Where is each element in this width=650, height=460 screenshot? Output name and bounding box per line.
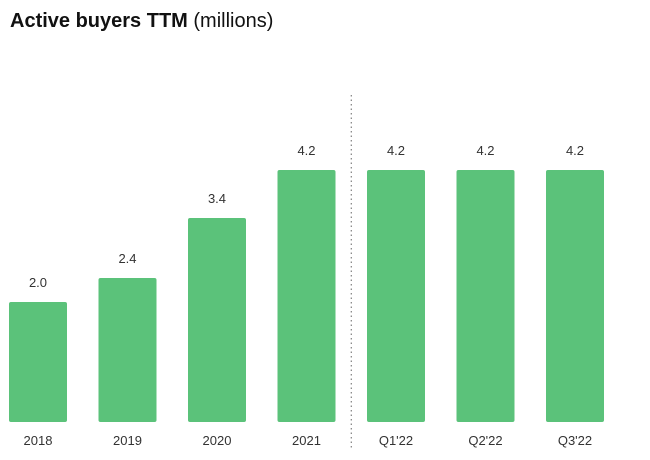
bar-2020 [188, 218, 246, 422]
chart-title-unit: (millions) [193, 10, 274, 32]
x-tick-label-2019: 2019 [113, 433, 142, 448]
x-tick-label-2018: 2018 [24, 433, 53, 448]
x-tick-label-Q2'22: Q2'22 [468, 433, 502, 448]
x-tick-label-2020: 2020 [203, 433, 232, 448]
data-label-Q2'22: 4.2 [476, 143, 494, 158]
x-tick-label-Q3'22: Q3'22 [558, 433, 592, 448]
chart-title: Active buyers TTM (millions) [10, 10, 273, 33]
data-label-Q3'22: 4.2 [566, 143, 584, 158]
bar-Q2'22 [456, 170, 515, 422]
bar-Q1'22 [367, 170, 425, 422]
chart-title-main: Active buyers TTM [10, 10, 188, 32]
x-tick-label-2021: 2021 [292, 433, 321, 448]
data-label-2021: 4.2 [297, 143, 315, 158]
data-label-2019: 2.4 [118, 251, 136, 266]
bar-2019 [98, 278, 157, 422]
x-tick-label-Q1'22: Q1'22 [379, 433, 413, 448]
data-label-2018: 2.0 [29, 275, 47, 290]
data-label-2020: 3.4 [208, 191, 226, 206]
bar-2021 [277, 170, 336, 422]
bar-Q3'22 [546, 170, 604, 422]
bar-2018 [9, 302, 67, 422]
data-label-Q1'22: 4.2 [387, 143, 405, 158]
